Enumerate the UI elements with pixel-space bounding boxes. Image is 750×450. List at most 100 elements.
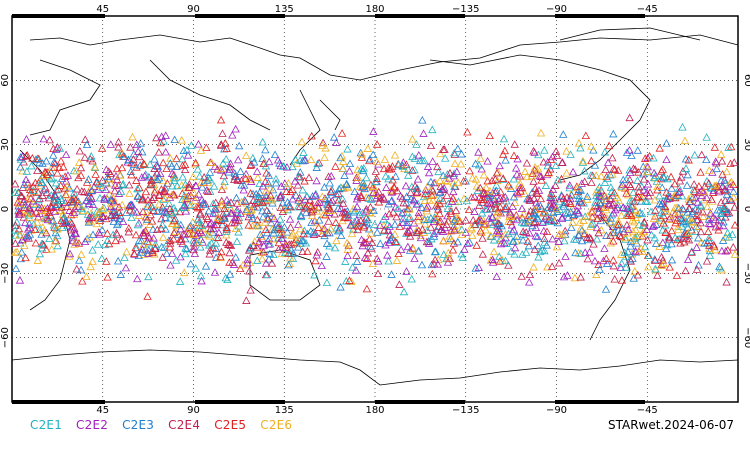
observation-marker xyxy=(111,181,120,189)
observation-marker xyxy=(72,184,82,193)
observation-marker xyxy=(342,238,352,247)
observation-marker xyxy=(548,185,558,193)
observation-marker xyxy=(59,162,68,171)
observation-marker xyxy=(42,228,51,237)
observation-marker xyxy=(296,224,305,233)
observation-marker xyxy=(617,259,626,267)
observation-marker xyxy=(222,225,231,233)
observation-marker xyxy=(553,207,562,215)
observation-marker xyxy=(127,213,136,222)
observation-marker xyxy=(673,235,682,244)
lat-label-right: −30 xyxy=(742,263,750,284)
observation-marker xyxy=(165,204,174,212)
observation-marker xyxy=(327,171,336,180)
observation-marker xyxy=(227,209,236,217)
observation-marker xyxy=(630,217,639,226)
observation-marker xyxy=(317,261,326,270)
observation-marker xyxy=(692,265,702,273)
observation-marker xyxy=(702,155,711,164)
observation-marker xyxy=(197,195,207,204)
observation-marker xyxy=(537,172,546,180)
observation-marker xyxy=(322,239,332,247)
observation-marker xyxy=(86,262,95,271)
observation-marker xyxy=(372,174,381,182)
observation-marker xyxy=(577,226,587,234)
observation-marker xyxy=(510,250,519,258)
observation-marker xyxy=(53,224,62,233)
observation-marker xyxy=(126,143,135,151)
observation-marker xyxy=(643,235,652,244)
observation-marker xyxy=(667,184,676,192)
observation-marker xyxy=(606,218,615,227)
observation-marker xyxy=(366,229,375,237)
observation-marker xyxy=(590,161,600,169)
observation-marker xyxy=(402,218,412,226)
observation-marker xyxy=(509,225,519,234)
observation-marker xyxy=(342,276,351,285)
observation-marker xyxy=(194,140,203,148)
observation-marker xyxy=(28,196,38,205)
observation-marker xyxy=(17,192,27,200)
observation-marker xyxy=(253,256,262,264)
observation-marker xyxy=(418,156,427,165)
observation-marker xyxy=(649,214,659,222)
observation-marker xyxy=(340,208,350,217)
observation-marker xyxy=(161,213,170,221)
observation-marker xyxy=(424,168,434,177)
observation-marker xyxy=(101,185,111,193)
observation-marker xyxy=(189,245,198,254)
observation-marker xyxy=(453,213,463,222)
observation-marker xyxy=(552,204,561,213)
caption: STARwet.2024-06-07 xyxy=(607,418,734,432)
observation-marker xyxy=(429,229,439,238)
observation-marker xyxy=(716,176,726,184)
observation-marker xyxy=(76,265,86,274)
observation-marker xyxy=(636,231,645,239)
observation-marker xyxy=(435,194,445,203)
observation-marker xyxy=(697,191,707,200)
observation-marker xyxy=(383,251,392,259)
observation-marker xyxy=(370,220,379,228)
observation-marker xyxy=(226,159,235,168)
observation-marker xyxy=(464,205,474,214)
observation-marker xyxy=(217,185,227,193)
observation-marker xyxy=(527,171,537,180)
observation-marker xyxy=(600,147,610,156)
observation-marker xyxy=(440,176,450,184)
observation-marker xyxy=(117,163,127,172)
observation-marker xyxy=(231,124,240,133)
observation-marker xyxy=(135,152,144,161)
observation-marker xyxy=(158,233,168,241)
observation-marker xyxy=(631,225,640,233)
observation-marker xyxy=(204,206,213,215)
observation-marker xyxy=(10,179,20,188)
observation-marker xyxy=(390,220,400,228)
observation-marker xyxy=(413,174,423,183)
observation-marker xyxy=(142,208,151,216)
observation-marker xyxy=(468,173,477,182)
observation-marker xyxy=(42,170,52,178)
observation-marker xyxy=(391,237,400,245)
observation-marker xyxy=(698,207,708,216)
observation-marker xyxy=(298,185,307,194)
observation-marker xyxy=(304,173,314,182)
observation-marker xyxy=(385,209,394,218)
observation-marker xyxy=(648,222,657,230)
observation-marker xyxy=(177,136,186,144)
observation-marker xyxy=(182,193,191,201)
observation-marker xyxy=(430,255,440,264)
observation-marker xyxy=(107,211,116,219)
observation-marker xyxy=(492,210,501,219)
observation-marker xyxy=(264,255,274,263)
observation-marker xyxy=(457,225,467,233)
observation-marker xyxy=(662,139,671,147)
observation-marker xyxy=(22,151,31,160)
observation-marker xyxy=(538,245,547,254)
observation-marker xyxy=(724,143,733,151)
observation-marker xyxy=(343,251,352,260)
observation-marker xyxy=(392,238,401,246)
observation-marker xyxy=(367,238,377,246)
observation-marker xyxy=(470,207,479,215)
observation-marker xyxy=(357,150,367,158)
